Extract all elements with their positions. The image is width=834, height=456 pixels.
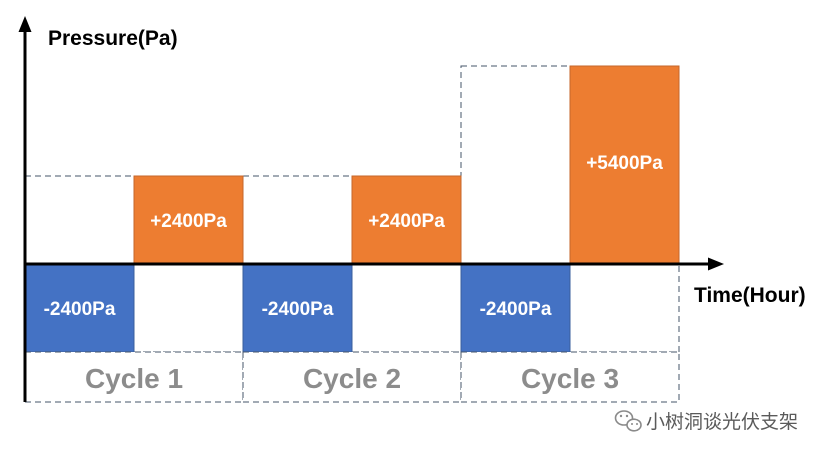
cycle-label: Cycle 1 xyxy=(85,363,183,394)
watermark: 小树洞谈光伏支架 xyxy=(614,410,798,433)
cycle-label: Cycle 2 xyxy=(303,363,401,394)
pressure-bars: -2400Pa +2400Pa -2400Pa +2400Pa -2400Pa +5400… xyxy=(24,65,680,353)
x-axis-label: Time(Hour) xyxy=(694,284,806,307)
bar-positive-label: +5400Pa xyxy=(586,153,663,174)
bar-negative-label: -2400Pa xyxy=(480,299,552,320)
bar-positive xyxy=(569,65,680,265)
y-axis-label: Pressure(Pa) xyxy=(48,27,178,50)
x-axis-arrow-icon xyxy=(708,257,724,271)
cycle-box xyxy=(460,351,680,403)
cycle-boxes: Cycle 1 Cycle 2 Cycle 3 xyxy=(24,351,680,403)
bar-negative-label: -2400Pa xyxy=(262,299,334,320)
cycle-label: Cycle 3 xyxy=(521,363,619,394)
watermark-text: 小树洞谈光伏支架 xyxy=(646,411,798,433)
bar-positive xyxy=(351,175,462,265)
y-axis-arrow-icon xyxy=(18,16,32,32)
bar-negative xyxy=(242,263,353,353)
bar-negative xyxy=(24,263,135,353)
bar-negative-label: -2400Pa xyxy=(44,299,116,320)
wechat-icon xyxy=(614,410,642,432)
bar-negative xyxy=(460,263,571,353)
bar-positive-label: +2400Pa xyxy=(150,211,227,232)
bar-positive-label: +2400Pa xyxy=(368,211,445,232)
